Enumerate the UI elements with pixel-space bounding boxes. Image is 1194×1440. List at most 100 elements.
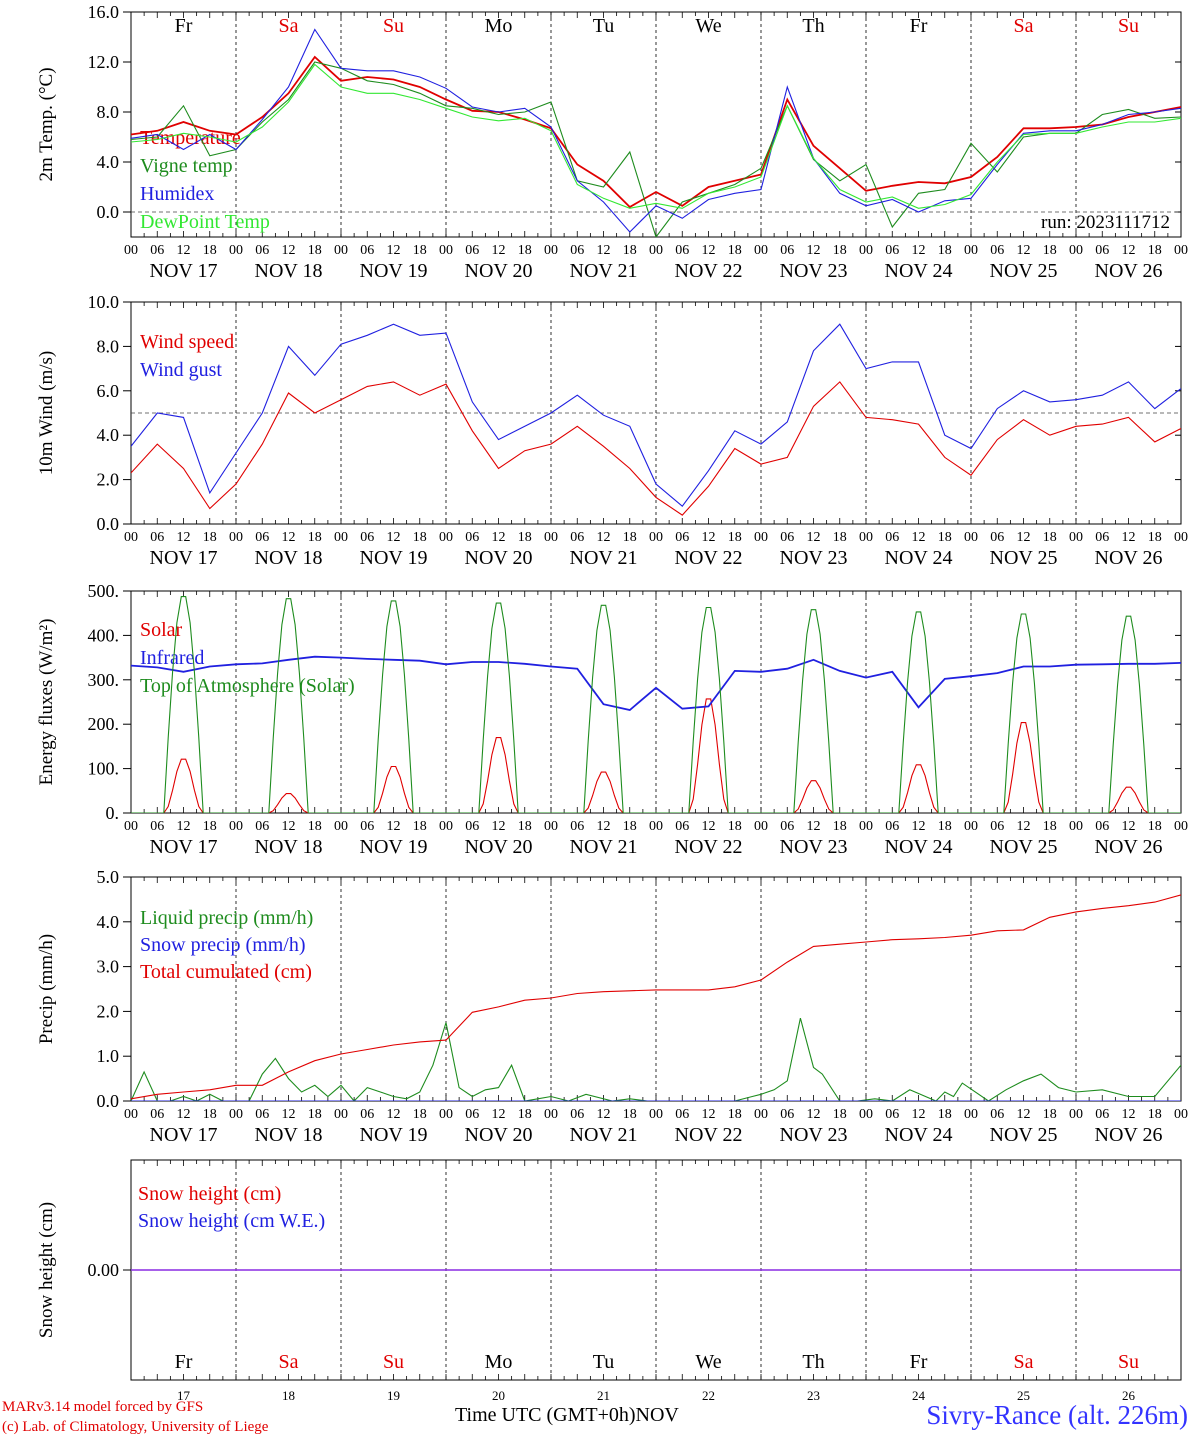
hour-tick-label: 18 bbox=[203, 819, 217, 834]
y-tick-label: 8.0 bbox=[97, 336, 120, 356]
series-line-top-of-atmosphere-solar- bbox=[131, 596, 1181, 813]
hour-tick-label: 18 bbox=[413, 530, 427, 545]
hour-tick-label: 06 bbox=[255, 819, 269, 834]
date-label: NOV 18 bbox=[255, 1124, 323, 1146]
date-label: NOV 24 bbox=[885, 547, 953, 569]
day-number-label: 18 bbox=[282, 1388, 295, 1403]
y-tick-label: 0.00 bbox=[88, 1260, 120, 1280]
hour-tick-label: 06 bbox=[885, 243, 899, 258]
hour-tick-label: 06 bbox=[990, 1107, 1004, 1122]
legend-entry: DewPoint Temp bbox=[140, 211, 270, 233]
weekday-label: Fr bbox=[175, 15, 193, 37]
hour-tick-label: 06 bbox=[360, 1107, 374, 1122]
series-line-humidex bbox=[131, 28, 1181, 233]
lab-credit: (c) Lab. of Climatology, University of L… bbox=[2, 1419, 269, 1435]
hour-tick-label: 18 bbox=[203, 1107, 217, 1122]
weekday-label: Su bbox=[383, 15, 404, 37]
hour-tick-label: 12 bbox=[282, 530, 296, 545]
hour-tick-label: 12 bbox=[387, 1107, 401, 1122]
hour-tick-label: 12 bbox=[387, 243, 401, 258]
date-label: NOV 20 bbox=[465, 836, 533, 858]
hour-tick-label: 06 bbox=[465, 530, 479, 545]
hour-tick-label: 12 bbox=[492, 819, 506, 834]
hour-tick-label: 12 bbox=[387, 530, 401, 545]
date-label: NOV 20 bbox=[465, 260, 533, 282]
hour-tick-label: 18 bbox=[1043, 530, 1057, 545]
date-label: NOV 26 bbox=[1095, 547, 1163, 569]
hour-tick-label: 12 bbox=[1017, 530, 1031, 545]
day-number-label: 19 bbox=[387, 1388, 400, 1403]
legend-entry: Top of Atmosphere (Solar) bbox=[140, 675, 355, 697]
hour-tick-label: 18 bbox=[518, 243, 532, 258]
hour-tick-label: 00 bbox=[229, 819, 243, 834]
hour-tick-label: 18 bbox=[833, 1107, 847, 1122]
date-label: NOV 23 bbox=[780, 547, 848, 569]
y-tick-label: 0. bbox=[106, 803, 120, 823]
hour-tick-label: 00 bbox=[439, 530, 453, 545]
hour-tick-label: 06 bbox=[255, 243, 269, 258]
hour-tick-label: 12 bbox=[912, 243, 926, 258]
series-line-temperature bbox=[131, 55, 1181, 209]
hour-tick-label: 06 bbox=[360, 530, 374, 545]
hour-tick-label: 18 bbox=[308, 819, 322, 834]
hour-tick-label: 12 bbox=[492, 1107, 506, 1122]
legend-entry: Solar bbox=[140, 619, 183, 641]
legend-entry: Liquid precip (mm/h) bbox=[140, 907, 313, 929]
y-tick-label: 0.0 bbox=[97, 514, 120, 534]
hour-tick-label: 18 bbox=[728, 530, 742, 545]
hour-tick-label: 12 bbox=[1122, 819, 1136, 834]
date-label: NOV 23 bbox=[780, 260, 848, 282]
hour-tick-label: 00 bbox=[1174, 530, 1188, 545]
hour-tick-label: 00 bbox=[439, 819, 453, 834]
hour-tick-label: 18 bbox=[938, 819, 952, 834]
weekday-label: Fr bbox=[910, 15, 928, 37]
hour-tick-label: 00 bbox=[1069, 243, 1083, 258]
date-label: NOV 22 bbox=[675, 836, 743, 858]
hour-tick-label: 12 bbox=[807, 530, 821, 545]
date-label: NOV 25 bbox=[990, 1124, 1058, 1146]
hour-tick-label: 00 bbox=[124, 530, 138, 545]
station-label: Sivry-Rance (alt. 226m) bbox=[926, 1400, 1188, 1430]
hour-tick-label: 12 bbox=[492, 243, 506, 258]
weekday-label: Su bbox=[1118, 1351, 1139, 1373]
series-line-liquid-precip-mm-h- bbox=[131, 1017, 1181, 1101]
hour-tick-label: 12 bbox=[492, 530, 506, 545]
hour-tick-label: 00 bbox=[124, 243, 138, 258]
hour-tick-label: 06 bbox=[570, 1107, 584, 1122]
hour-tick-label: 00 bbox=[229, 1107, 243, 1122]
hour-tick-label: 18 bbox=[833, 819, 847, 834]
hour-tick-label: 12 bbox=[702, 243, 716, 258]
hour-tick-label: 18 bbox=[833, 530, 847, 545]
hour-tick-label: 06 bbox=[780, 243, 794, 258]
hour-tick-label: 12 bbox=[282, 819, 296, 834]
legend-entry: Humidex bbox=[140, 183, 214, 205]
hour-tick-label: 06 bbox=[675, 819, 689, 834]
hour-tick-label: 12 bbox=[1017, 819, 1031, 834]
y-tick-label: 4.0 bbox=[97, 152, 120, 172]
hour-tick-label: 06 bbox=[255, 530, 269, 545]
date-label: NOV 19 bbox=[360, 547, 428, 569]
y-tick-label: 2.0 bbox=[97, 470, 120, 490]
run-annotation: run: 2023111712 bbox=[1041, 212, 1170, 233]
hour-tick-label: 18 bbox=[518, 819, 532, 834]
hour-tick-label: 12 bbox=[1122, 243, 1136, 258]
panel-temperature: 0.0 4.0 8.0 12.0 16.0 2m Temp. (°C) Fr Sa Su Mo Tu… bbox=[36, 2, 1188, 282]
date-label: NOV 24 bbox=[885, 260, 953, 282]
y-axis-label: Snow height (cm) bbox=[36, 1202, 57, 1338]
hour-tick-label: 12 bbox=[702, 819, 716, 834]
y-tick-label: 16.0 bbox=[88, 2, 120, 22]
time-axis-label: Time UTC (GMT+0h)NOV bbox=[455, 1404, 679, 1427]
y-tick-label: 200. bbox=[88, 714, 120, 734]
model-credit: MARv3.14 model forced by GFS bbox=[2, 1399, 204, 1415]
hour-tick-label: 12 bbox=[597, 530, 611, 545]
y-axis-label: Energy fluxes (W/m²) bbox=[36, 619, 57, 786]
date-label: NOV 19 bbox=[360, 1124, 428, 1146]
weekday-label: Sa bbox=[1014, 15, 1034, 37]
hour-tick-label: 18 bbox=[308, 1107, 322, 1122]
hour-tick-label: 00 bbox=[334, 819, 348, 834]
date-label: NOV 24 bbox=[885, 1124, 953, 1146]
hour-tick-label: 06 bbox=[1095, 530, 1109, 545]
hour-tick-label: 12 bbox=[1122, 530, 1136, 545]
date-label: NOV 26 bbox=[1095, 836, 1163, 858]
